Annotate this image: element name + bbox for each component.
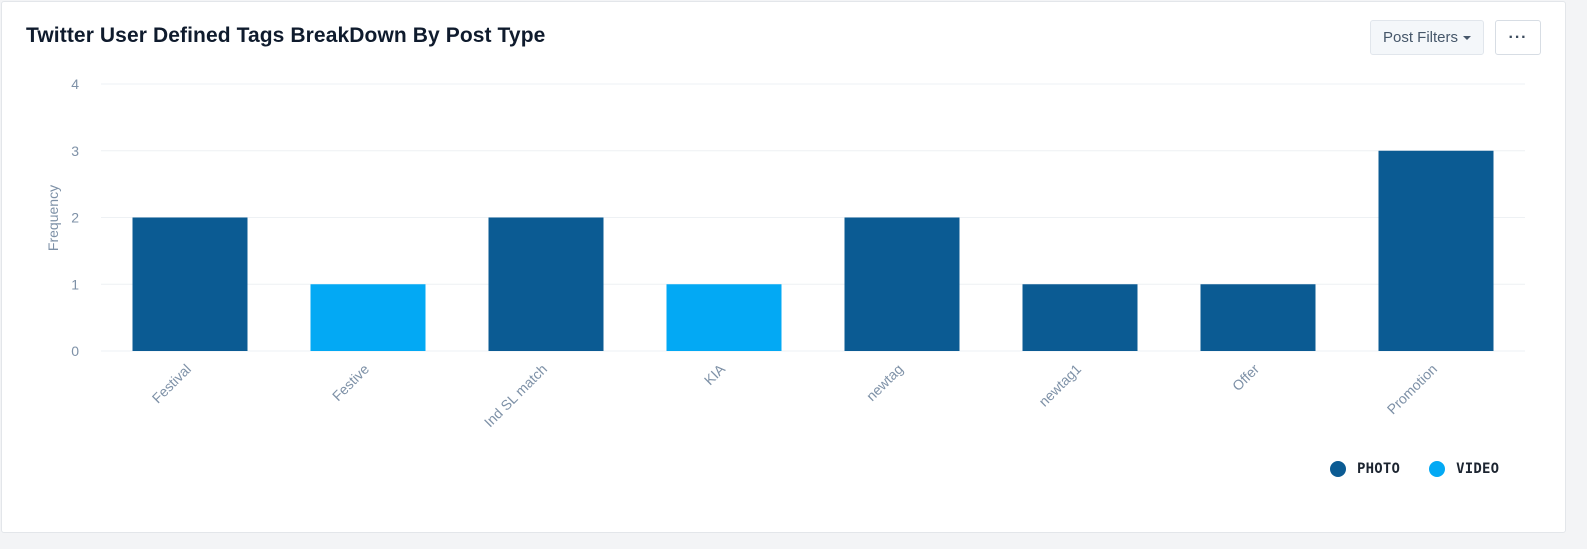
bar-video-kia (666, 284, 782, 351)
chart-legend: PHOTO VIDEO (1330, 461, 1499, 477)
caret-down-icon (1463, 36, 1471, 40)
post-filters-label: Post Filters (1382, 29, 1458, 46)
y-tick-label: 4 (71, 76, 79, 92)
y-tick-label: 3 (71, 143, 79, 159)
legend-swatch-video (1429, 461, 1446, 477)
more-dots-icon: ··· (1508, 28, 1528, 46)
x-tick-label: Festive (329, 361, 372, 404)
bar-photo-ind-sl-match (488, 217, 604, 351)
x-tick-label: newtag1 (1035, 361, 1084, 410)
legend-item-photo[interactable]: PHOTO (1330, 461, 1400, 477)
y-axis-title: Frequency (45, 185, 61, 251)
post-filters-button[interactable]: Post Filters (1370, 20, 1484, 55)
legend-label-video: VIDEO (1456, 461, 1500, 477)
legend-item-video[interactable]: VIDEO (1429, 461, 1499, 477)
legend-label-photo: PHOTO (1357, 461, 1401, 477)
bar-photo-newtag1 (1022, 284, 1138, 351)
x-tick-label: newtag (863, 361, 906, 404)
chart-title: Twitter User Defined Tags BreakDown By P… (26, 24, 546, 47)
bar-photo-offer (1200, 284, 1316, 351)
y-tick-label: 0 (71, 343, 79, 359)
bar-video-festive (310, 284, 426, 351)
y-tick-label: 2 (71, 210, 79, 226)
x-tick-label: Offer (1229, 361, 1262, 394)
bar-photo-newtag (844, 217, 960, 351)
x-tick-label: Ind SL match (481, 361, 550, 430)
bar-photo-festival (132, 217, 248, 351)
chart-card: Twitter User Defined Tags BreakDown By P… (1, 1, 1566, 533)
legend-swatch-photo (1330, 461, 1346, 477)
bar-photo-promotion (1378, 150, 1494, 351)
y-tick-label: 1 (71, 276, 79, 292)
more-options-button[interactable]: ··· (1495, 20, 1541, 55)
x-tick-label: Promotion (1384, 361, 1440, 417)
x-tick-label: Festival (149, 361, 194, 406)
x-tick-label: KIA (701, 360, 729, 388)
